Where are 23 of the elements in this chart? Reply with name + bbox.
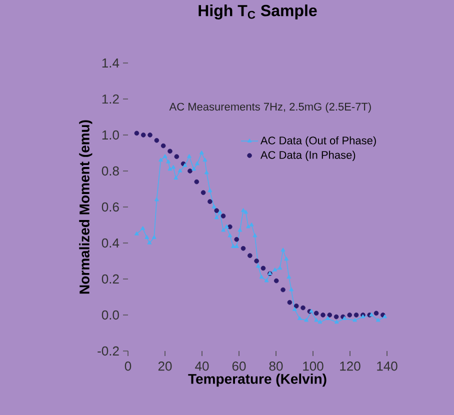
y-tick-label: 1.0 xyxy=(102,130,119,140)
x-tick-label: 20 xyxy=(158,362,172,371)
y-tick-label: 0.4 xyxy=(102,238,120,248)
y-tick-label: 0.2 xyxy=(102,274,119,284)
chart-title: High T$_{C}$ Sample xyxy=(198,4,317,20)
x-tick-label: 80 xyxy=(269,362,283,371)
y-tick-label: 1.2 xyxy=(102,94,119,104)
x-tick-label: 60 xyxy=(232,362,246,371)
x-tick-label: 0 xyxy=(124,362,132,371)
y-tick-label: 1.4 xyxy=(102,58,120,68)
legend-label: AC Data (In Phase) xyxy=(260,150,356,162)
x-axis-title: Temperature (Kelvin) xyxy=(188,374,326,387)
x-tick-label: 120 xyxy=(340,362,360,371)
y-tick-label: 0.6 xyxy=(102,202,119,212)
legend-label: AC Data (Out of Phase) xyxy=(260,136,376,147)
y-tick-label: 0.8 xyxy=(102,166,119,176)
y-tick-label: -0.2 xyxy=(98,346,119,356)
x-tick-label: 140 xyxy=(377,362,398,371)
x-tick-label: 40 xyxy=(195,362,209,371)
x-tick-label: 100 xyxy=(303,362,324,371)
y-axis-title: Normalized Moment (emu) xyxy=(79,120,92,294)
annotation: AC Measurements 7Hz, 2.5mG (2.5E-7T) xyxy=(169,102,371,113)
y-tick-label: 0.0 xyxy=(102,310,119,320)
